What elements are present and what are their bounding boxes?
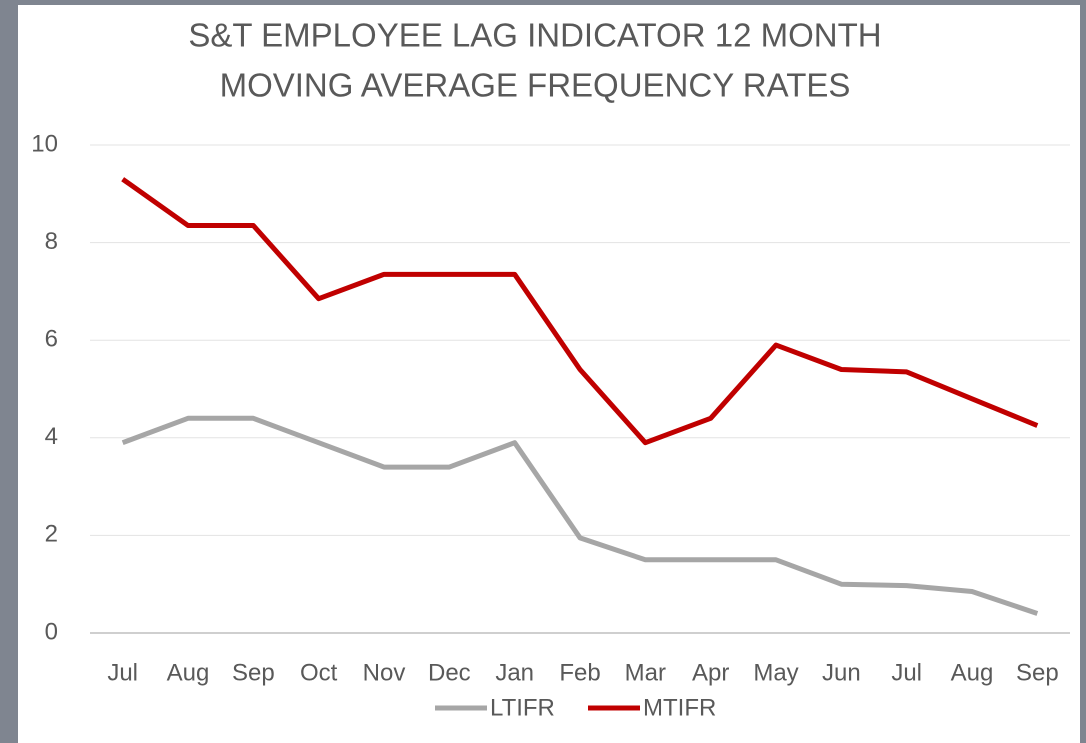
y-tick-label: 8 [45, 228, 58, 255]
x-tick-label: Jun [822, 659, 861, 686]
chart-title: MOVING AVERAGE FREQUENCY RATES [220, 67, 851, 104]
legend-label: MTIFR [643, 694, 716, 721]
y-tick-label: 6 [45, 326, 58, 353]
x-tick-label: Sep [1016, 659, 1059, 686]
chart-title: S&T EMPLOYEE LAG INDICATOR 12 MONTH [188, 17, 881, 54]
y-tick-label: 0 [45, 618, 58, 645]
x-tick-label: Feb [559, 659, 600, 686]
y-tick-label: 4 [45, 423, 58, 450]
legend-label: LTIFR [490, 694, 555, 721]
x-tick-label: Aug [951, 659, 994, 686]
y-tick-label: 10 [31, 130, 58, 157]
x-tick-label: Dec [428, 659, 471, 686]
y-tick-label: 2 [45, 521, 58, 548]
x-tick-label: Apr [692, 659, 729, 686]
x-tick-label: Nov [363, 659, 406, 686]
x-tick-label: Jan [495, 659, 534, 686]
x-tick-label: Oct [300, 659, 338, 686]
x-tick-label: Sep [232, 659, 275, 686]
x-tick-label: Jul [891, 659, 922, 686]
series-line [121, 415, 1039, 616]
series-line [121, 177, 1039, 446]
x-tick-label: May [753, 659, 798, 686]
x-tick-label: Aug [167, 659, 210, 686]
x-tick-label: Jul [107, 659, 138, 686]
x-tick-label: Mar [625, 659, 666, 686]
